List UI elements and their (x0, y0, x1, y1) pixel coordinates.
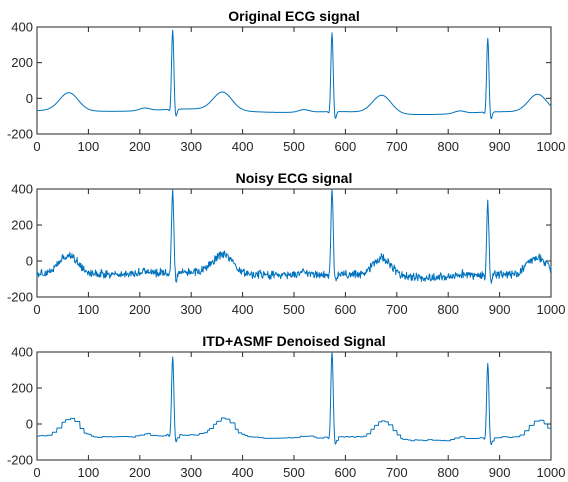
y-tick-label: 0 (26, 91, 33, 106)
x-tick-label: 600 (335, 465, 357, 480)
x-tick-label: 500 (283, 302, 305, 317)
x-tick-label: 800 (437, 302, 459, 317)
ecg-signal-line (37, 351, 551, 446)
y-tick-label: -200 (7, 290, 33, 305)
x-tick-label: 100 (78, 139, 100, 154)
chart-title: ITD+ASMF Denoised Signal (202, 333, 385, 349)
ecg-signal-line (36, 188, 552, 284)
y-tick-label: 200 (11, 55, 33, 70)
y-tick-label: 0 (26, 417, 33, 432)
y-tick-label: 400 (11, 345, 33, 360)
x-tick-label: 0 (33, 139, 40, 154)
x-tick-label: 900 (489, 302, 511, 317)
y-tick-label: 0 (26, 254, 33, 269)
x-tick-label: 300 (180, 302, 202, 317)
x-tick-label: 800 (437, 139, 459, 154)
x-tick-label: 800 (437, 465, 459, 480)
x-tick-label: 300 (180, 465, 202, 480)
x-tick-label: 400 (232, 465, 254, 480)
y-tick-label: 400 (11, 182, 33, 197)
x-tick-label: 200 (129, 139, 151, 154)
x-tick-label: 100 (78, 302, 100, 317)
x-tick-label: 900 (489, 139, 511, 154)
ecg-panel-1: Original ECG signal 0 100 200 300 400 500 600 70… (7, 8, 565, 154)
x-tick-label: 900 (489, 465, 511, 480)
plot-area (36, 351, 552, 461)
ecg-panel-3: ITD+ASMF Denoised Signal 0 100 200 300 400 500… (7, 333, 565, 480)
y-tick-label: 400 (11, 20, 33, 35)
plot-area (36, 26, 552, 135)
ecg-panel-2: Noisy ECG signal 0 100 200 300 400 500 600 700 80… (7, 170, 565, 317)
y-tick-label: -200 (7, 453, 33, 468)
chart-title: Original ECG signal (228, 8, 359, 24)
x-tick-label: 400 (232, 139, 254, 154)
x-tick-label: 600 (335, 139, 357, 154)
y-tick-label: 200 (11, 381, 33, 396)
x-tick-label: 700 (386, 139, 408, 154)
x-tick-label: 400 (232, 302, 254, 317)
x-tick-label: 200 (129, 465, 151, 480)
ecg-signal-line (36, 29, 552, 120)
x-tick-label: 100 (78, 465, 100, 480)
x-tick-label: 1000 (537, 302, 566, 317)
x-tick-label: 500 (283, 139, 305, 154)
y-tick-label: -200 (7, 127, 33, 142)
y-tick-label: 200 (11, 218, 33, 233)
x-tick-label: 300 (180, 139, 202, 154)
x-tick-label: 0 (33, 302, 40, 317)
x-tick-label: 700 (386, 465, 408, 480)
plot-area (36, 188, 552, 298)
x-tick-label: 200 (129, 302, 151, 317)
chart-title: Noisy ECG signal (236, 170, 353, 186)
x-tick-label: 500 (283, 465, 305, 480)
x-tick-label: 700 (386, 302, 408, 317)
x-tick-label: 600 (335, 302, 357, 317)
x-tick-label: 1000 (537, 139, 566, 154)
x-tick-label: 1000 (537, 465, 566, 480)
x-tick-label: 0 (33, 465, 40, 480)
